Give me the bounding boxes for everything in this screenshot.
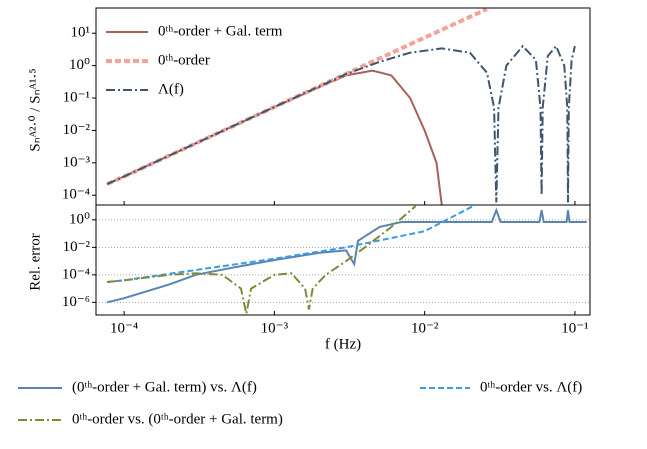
- y-tick-label: 10⁰: [69, 57, 90, 73]
- legend-label: Λ(f): [158, 81, 184, 97]
- y-tick-label: 10⁻¹: [63, 89, 90, 105]
- series-line: [106, 44, 576, 203]
- y-tick-label: 10⁻⁴: [62, 187, 90, 203]
- series-line: [107, 205, 474, 283]
- x-axis-label: f (Hz): [325, 336, 361, 352]
- plot-area: [106, 8, 576, 205]
- y-tick-label: 10⁻⁴: [62, 266, 90, 282]
- series-line: [106, 207, 587, 304]
- y-tick-label: 10⁻²: [63, 239, 91, 255]
- series-line: [107, 205, 417, 314]
- plot-area: [106, 205, 587, 314]
- legend-label: (0ᵗʰ-order + Gal. term) vs. Λ(f): [72, 379, 257, 395]
- x-tick-label: 10⁻³: [261, 320, 289, 336]
- y-tick-label: 10⁰: [69, 211, 90, 227]
- x-tick-label: 10⁻¹: [561, 320, 588, 336]
- legend-label: 0ᵗʰ-order + Gal. term: [158, 23, 283, 39]
- x-tick-label: 10⁻²: [411, 320, 439, 336]
- y-axis-label: Sₙᴬ²·⁰ / Sₙᴬ¹·⁵: [27, 68, 43, 151]
- legend-label: 0ᵗʰ-order: [158, 52, 210, 68]
- axes-frame: [95, 204, 591, 316]
- legend-label: 0ᵗʰ-order vs. Λ(f): [480, 379, 582, 395]
- x-tick-label: 10⁻⁴: [110, 320, 138, 336]
- y-tick-label: 10⁻²: [63, 122, 91, 138]
- y-tick-label: 10⁻³: [63, 154, 91, 170]
- y-tick-label: 10¹: [71, 25, 91, 41]
- y-axis-label: Rel. error: [27, 233, 43, 290]
- y-tick-label: 10⁻⁶: [62, 294, 90, 310]
- legend-label: 0ᵗʰ-order vs. (0ᵗʰ-order + Gal. term): [72, 411, 283, 427]
